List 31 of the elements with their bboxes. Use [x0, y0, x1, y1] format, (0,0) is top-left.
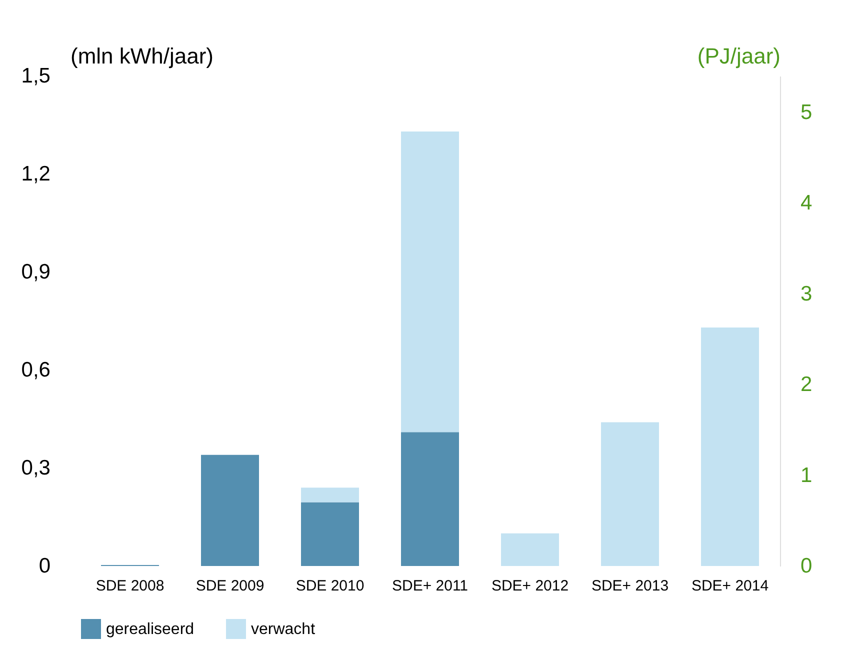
y-tick-label: 0,6 [21, 358, 50, 382]
x-tick-label: SDE+ 2014 [691, 578, 769, 594]
legend-label: verwacht [251, 621, 316, 638]
x-tick-label: SDE 2008 [96, 578, 164, 594]
x-tick-label: SDE 2009 [196, 578, 264, 594]
legend-label: gerealiseerd [106, 621, 194, 638]
y2-tick-label: 5 [800, 100, 812, 124]
y2-tick-label: 4 [800, 192, 812, 215]
bar [501, 533, 559, 566]
bar [201, 454, 259, 566]
bar [401, 432, 459, 566]
y-axis-title: (mln kWh/jaar) [70, 44, 214, 68]
y-tick-label: 1,2 [21, 162, 50, 186]
y2-tick-label: 0 [800, 554, 812, 578]
bar [301, 488, 359, 502]
bar [301, 502, 359, 566]
y2-tick-label: 2 [800, 373, 812, 396]
y2-tick-label: 1 [800, 464, 812, 487]
y2-tick-label: 3 [800, 282, 812, 306]
x-tick-label: SDE+ 2011 [392, 578, 468, 594]
x-tick-label: SDE+ 2013 [591, 578, 669, 594]
x-tick-label: SDE+ 2012 [491, 578, 569, 594]
bar [601, 422, 659, 566]
y-tick-label: 0,9 [21, 260, 50, 284]
y-tick-label: 0,3 [21, 456, 50, 480]
y-tick-label: 0 [38, 554, 50, 578]
bar [701, 328, 759, 566]
x-tick-label: SDE 2010 [296, 578, 364, 594]
y2-axis-title: (PJ/jaar) [697, 44, 780, 68]
bar [401, 132, 459, 432]
y-tick-label: 1,5 [21, 64, 50, 88]
